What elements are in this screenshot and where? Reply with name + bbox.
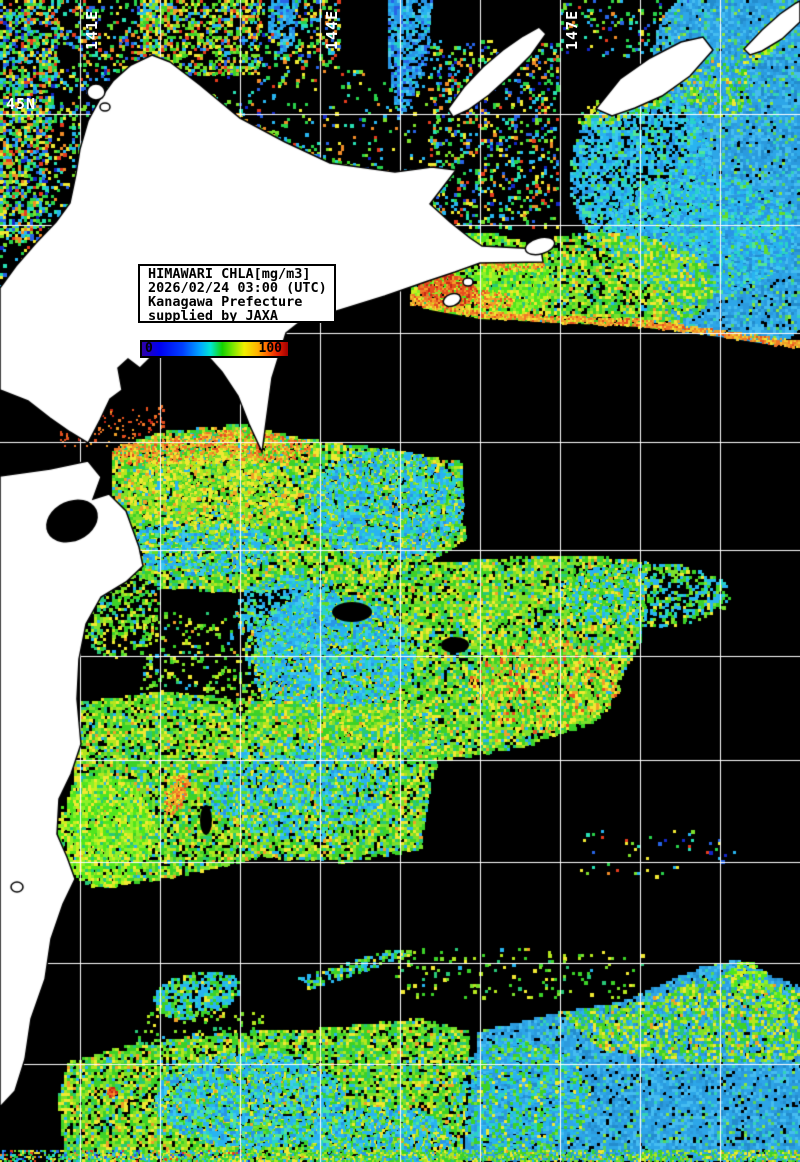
lon-label: 147E [563,9,581,50]
lat-label: 45N [6,95,37,113]
map-provider-line: Kanagawa Prefecture [148,294,303,310]
map-source-line: supplied by JAXA [148,308,279,324]
lon-label: 141E [83,9,101,50]
colorbar-min-label: 0 [145,341,153,356]
colorbar-max-label: 100 [258,341,282,356]
map-title-box: HIMAWARI CHLA[mg/m3] 2026/02/24 03:00 (U… [138,264,336,323]
lon-label: 144E [323,9,341,50]
map-datetime-line: 2026/02/24 03:00 (UTC) [148,280,327,296]
chlorophyll-colorbar: 0 100 [140,340,290,358]
map-title-line: HIMAWARI CHLA[mg/m3] [148,266,311,282]
